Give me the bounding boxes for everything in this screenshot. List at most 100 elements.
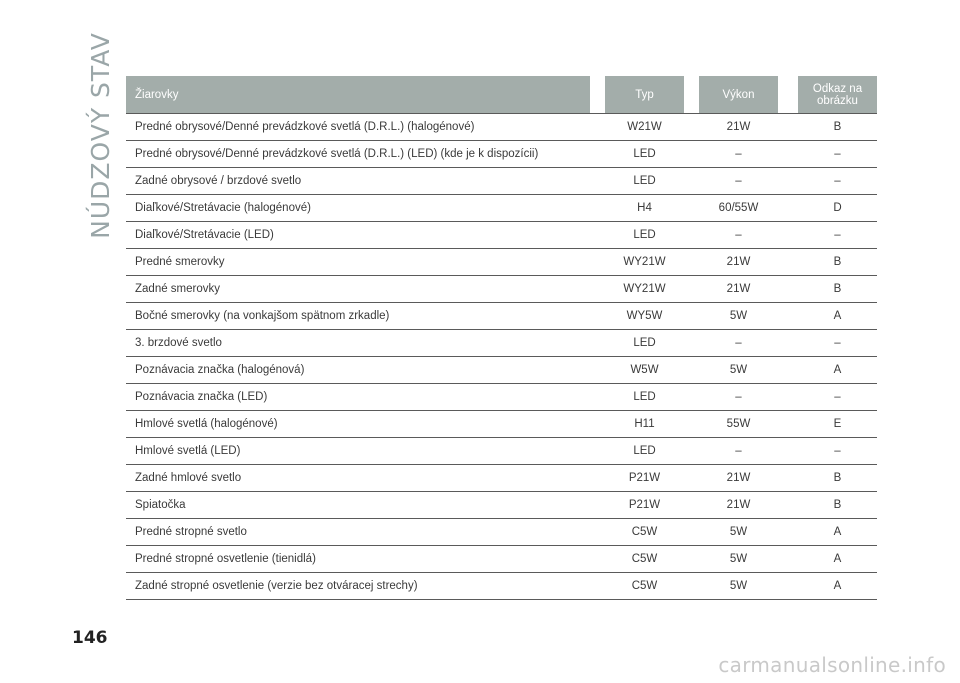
bulb-power-cell: 5W <box>699 519 778 546</box>
gap-cell <box>590 195 605 222</box>
bulb-power-cell: 21W <box>699 465 778 492</box>
gap-cell <box>684 141 699 168</box>
bulb-power-cell: 55W <box>699 411 778 438</box>
header-gap <box>684 76 699 113</box>
bulb-reference-cell: A <box>798 303 877 330</box>
bulb-power-cell: 21W <box>699 249 778 276</box>
header-gap <box>778 76 798 113</box>
bulb-type-cell: P21W <box>605 465 684 492</box>
bulb-type-cell: C5W <box>605 519 684 546</box>
gap-cell <box>778 222 798 249</box>
bulb-reference-cell: A <box>798 573 877 600</box>
gap-cell <box>778 384 798 411</box>
bulb-reference-cell: – <box>798 168 877 195</box>
bulb-reference-cell: A <box>798 519 877 546</box>
table-row: Spiatočka P21W 21W B <box>126 492 877 519</box>
gap-cell <box>778 141 798 168</box>
gap-cell <box>778 330 798 357</box>
gap-cell <box>590 492 605 519</box>
bulb-type-cell: C5W <box>605 573 684 600</box>
bulb-reference-cell: A <box>798 546 877 573</box>
bulb-type-cell: WY21W <box>605 249 684 276</box>
bulb-type-cell: W5W <box>605 357 684 384</box>
bulb-table: Žiarovky Typ Výkon Odkaz na obrázku Pred… <box>126 76 877 600</box>
section-title-text: NÚDZOVÝ STAV <box>85 31 115 239</box>
bulb-reference-cell: B <box>798 249 877 276</box>
gap-cell <box>684 546 699 573</box>
bulb-name-cell: Predné smerovky <box>126 249 590 276</box>
gap-cell <box>684 330 699 357</box>
bulb-power-cell: – <box>699 141 778 168</box>
header-bulbs: Žiarovky <box>126 76 590 113</box>
bulb-name-cell: Diaľkové/Stretávacie (LED) <box>126 222 590 249</box>
gap-cell <box>684 411 699 438</box>
bulb-power-cell: 5W <box>699 546 778 573</box>
gap-cell <box>778 357 798 384</box>
table-row: Hmlové svetlá (LED) LED – – <box>126 438 877 465</box>
bulb-type-cell: P21W <box>605 492 684 519</box>
bulb-type-cell: C5W <box>605 546 684 573</box>
gap-cell <box>684 519 699 546</box>
table-row: 3. brzdové svetlo LED – – <box>126 330 877 357</box>
table-row: Predné obrysové/Denné prevádzkové svetlá… <box>126 113 877 141</box>
gap-cell <box>590 546 605 573</box>
page-number: 146 <box>72 628 108 648</box>
gap-cell <box>778 411 798 438</box>
header-reference: Odkaz na obrázku <box>798 76 877 113</box>
gap-cell <box>778 438 798 465</box>
gap-cell <box>778 546 798 573</box>
gap-cell <box>684 222 699 249</box>
bulb-power-cell: – <box>699 384 778 411</box>
bulb-reference-cell: – <box>798 384 877 411</box>
bulb-power-cell: – <box>699 168 778 195</box>
gap-cell <box>590 519 605 546</box>
bulb-name-cell: Bočné smerovky (na vonkajšom spätnom zrk… <box>126 303 590 330</box>
gap-cell <box>684 303 699 330</box>
bulb-type-cell: WY21W <box>605 276 684 303</box>
gap-cell <box>684 492 699 519</box>
gap-cell <box>590 384 605 411</box>
bulb-power-cell: 60/55W <box>699 195 778 222</box>
gap-cell <box>778 519 798 546</box>
bulb-type-cell: H11 <box>605 411 684 438</box>
bulb-reference-cell: B <box>798 276 877 303</box>
bulb-power-cell: – <box>699 438 778 465</box>
gap-cell <box>590 573 605 600</box>
bulb-type-cell: W21W <box>605 113 684 141</box>
gap-cell <box>778 573 798 600</box>
table-row: Predné stropné svetlo C5W 5W A <box>126 519 877 546</box>
table-row: Poznávacia značka (LED) LED – – <box>126 384 877 411</box>
bulb-name-cell: Diaľkové/Stretávacie (halogénové) <box>126 195 590 222</box>
header-reference-line1: Odkaz na <box>812 82 863 95</box>
table-row: Diaľkové/Stretávacie (halogénové) H4 60/55… <box>126 195 877 222</box>
bulb-type-cell: WY5W <box>605 303 684 330</box>
bulb-type-cell: LED <box>605 438 684 465</box>
bulb-name-cell: Spiatočka <box>126 492 590 519</box>
gap-cell <box>590 465 605 492</box>
table-row: Bočné smerovky (na vonkajšom spätnom zrk… <box>126 303 877 330</box>
gap-cell <box>684 357 699 384</box>
bulb-table-body: Predné obrysové/Denné prevádzkové svetlá… <box>126 113 877 600</box>
gap-cell <box>778 492 798 519</box>
bulb-power-cell: 5W <box>699 573 778 600</box>
bulb-type-cell: LED <box>605 384 684 411</box>
bulb-reference-cell: B <box>798 465 877 492</box>
gap-cell <box>590 168 605 195</box>
bulb-reference-cell: – <box>798 330 877 357</box>
bulb-name-cell: Predné stropné svetlo <box>126 519 590 546</box>
bulb-name-cell: 3. brzdové svetlo <box>126 330 590 357</box>
bulb-type-cell: LED <box>605 222 684 249</box>
bulb-type-cell: LED <box>605 330 684 357</box>
bulb-name-cell: Predné obrysové/Denné prevádzkové svetlá… <box>126 113 590 141</box>
bulb-reference-cell: B <box>798 113 877 141</box>
table-row: Predné stropné osvetlenie (tienidlá) C5W 5… <box>126 546 877 573</box>
table-row: Zadné hmlové svetlo P21W 21W B <box>126 465 877 492</box>
header-type: Typ <box>605 76 684 113</box>
gap-cell <box>778 168 798 195</box>
watermark: carmanualsonline.info <box>718 653 946 677</box>
gap-cell <box>684 168 699 195</box>
header-reference-line2: obrázku <box>817 94 858 107</box>
gap-cell <box>684 438 699 465</box>
gap-cell <box>778 195 798 222</box>
gap-cell <box>684 276 699 303</box>
